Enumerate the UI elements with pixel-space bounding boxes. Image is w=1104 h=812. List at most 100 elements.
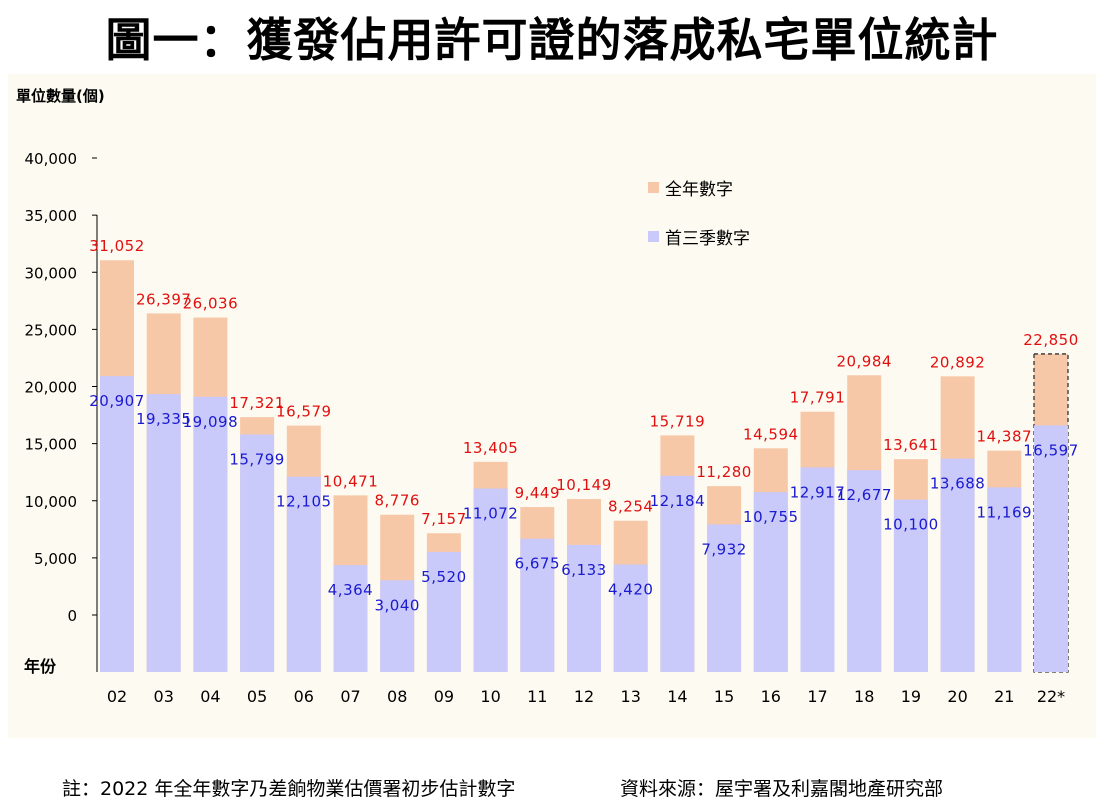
data-label-full-year: 10,149 [556,476,612,494]
bar-first-three-quarters [613,564,648,672]
data-label-full-year: 17,321 [229,394,285,412]
data-label-first-three-quarters: 15,799 [229,450,285,468]
x-tick-label: 22* [1037,687,1065,706]
footer-note: 註：2022 年全年數字乃差餉物業估價署初步估計數字 [62,778,516,800]
y-tick-label: 35,000 [25,207,78,225]
bar-first-three-quarters [660,475,695,672]
bar-first-three-quarters [473,488,508,672]
data-label-first-three-quarters: 6,133 [561,561,606,579]
legend-swatch-first-three-quarters [648,231,659,242]
data-label-first-three-quarters: 16,597 [1023,441,1079,459]
bar-first-three-quarters [286,476,321,672]
y-tick-label: 5,000 [34,550,77,568]
bar-chart: 單位數量(個) 0 5,000 10,000 15,000 20,000 25,000 30,… [16,87,1079,706]
x-tick-label: 06 [294,687,314,706]
data-label-full-year: 14,594 [743,425,799,443]
data-label-first-three-quarters: 11,072 [463,505,519,523]
data-label-full-year: 10,471 [323,472,379,490]
y-tick-label: 30,000 [25,264,78,282]
bar-first-three-quarters [800,467,835,672]
data-label-first-three-quarters: 10,100 [883,516,939,534]
data-label-first-three-quarters: 12,917 [790,483,846,501]
bar-first-three-quarters [380,580,415,672]
x-tick-label: 11 [527,687,547,706]
data-label-first-three-quarters: 19,098 [183,413,239,431]
data-label-first-three-quarters: 12,105 [276,493,332,511]
bar-first-three-quarters [426,551,461,672]
x-tick-label: 15 [714,687,734,706]
y-tick-label: 0 [67,607,77,625]
data-label-first-three-quarters: 4,364 [328,581,373,599]
x-axis-title: 年份 [24,657,57,676]
data-label-full-year: 11,280 [696,463,752,481]
x-tick-label: 12 [574,687,594,706]
bar-first-three-quarters [240,434,275,672]
x-tick-label: 19 [901,687,921,706]
chart-panel: 單位數量(個) 0 5,000 10,000 15,000 20,000 25,000 30,… [8,74,1096,738]
data-label-full-year: 26,036 [183,295,239,313]
y-tick-label: 20,000 [25,379,78,397]
x-tick-label: 17 [807,687,827,706]
data-label-full-year: 13,641 [883,436,939,454]
data-label-full-year: 22,850 [1023,331,1079,349]
bar-first-three-quarters [100,376,134,672]
x-tick-label: 20 [947,687,967,706]
bar-first-three-quarters [1034,425,1068,672]
data-label-first-three-quarters: 12,677 [836,486,892,504]
x-tick-label: 09 [434,687,454,706]
data-label-first-three-quarters: 4,420 [608,581,653,599]
x-tick-label: 16 [761,687,781,706]
x-tick-label: 02 [107,687,127,706]
data-label-full-year: 15,719 [650,412,706,430]
x-tick-label: 18 [854,687,874,706]
legend-label-full-year: 全年數字 [665,180,733,200]
data-label-first-three-quarters: 10,755 [743,508,799,526]
data-label-first-three-quarters: 11,169 [977,503,1033,521]
bar-first-three-quarters [567,544,601,672]
bar-first-three-quarters [753,492,788,672]
bar-first-three-quarters [333,565,368,672]
x-tick-label: 07 [340,687,360,706]
bar-first-three-quarters [987,487,1022,672]
page-title: 圖一：獲發佔用許可證的落成私宅單位統計 [105,13,999,67]
data-label-full-year: 26,397 [136,290,192,308]
bar-first-three-quarters [940,458,975,672]
data-label-first-three-quarters: 3,040 [374,596,419,614]
x-tick-label: 04 [200,687,220,706]
data-label-full-year: 13,405 [463,439,519,457]
data-label-full-year: 20,984 [836,352,892,370]
data-label-full-year: 31,052 [89,237,145,255]
bar-first-three-quarters [707,524,742,672]
data-label-full-year: 9,449 [515,484,560,502]
data-label-first-three-quarters: 13,688 [930,475,986,493]
data-label-full-year: 17,791 [790,389,846,407]
data-label-full-year: 7,157 [421,510,466,528]
data-label-full-year: 16,579 [276,403,332,421]
data-label-first-three-quarters: 5,520 [421,568,466,586]
y-tick-label: 40,000 [25,150,78,168]
y-tick-label: 10,000 [25,493,78,511]
footer-source: 資料來源：屋宇署及利嘉閣地產研究部 [620,778,944,800]
data-label-first-three-quarters: 6,675 [515,555,560,573]
data-label-first-three-quarters: 7,932 [701,540,746,558]
data-label-full-year: 20,892 [930,353,986,371]
bar-first-three-quarters [520,538,555,672]
x-tick-label: 21 [994,687,1014,706]
x-tick-label: 05 [247,687,267,706]
data-label-full-year: 8,776 [374,492,419,510]
bar-first-three-quarters [893,499,928,672]
bar-first-three-quarters [847,470,882,672]
data-label-first-three-quarters: 12,184 [650,492,706,510]
data-label-first-three-quarters: 20,907 [89,392,145,410]
data-label-first-three-quarters: 19,335 [136,410,192,428]
x-tick-label: 03 [154,687,174,706]
y-axis-title: 單位數量(個) [16,87,105,105]
x-tick-label: 14 [667,687,687,706]
x-tick-label: 10 [480,687,500,706]
legend-label-first-three-quarters: 首三季數字 [665,229,750,249]
y-tick-label: 15,000 [25,436,78,454]
bar-first-three-quarters [193,396,228,672]
data-label-full-year: 8,254 [608,498,653,516]
legend-swatch-full-year [648,182,659,193]
x-tick-label: 08 [387,687,407,706]
